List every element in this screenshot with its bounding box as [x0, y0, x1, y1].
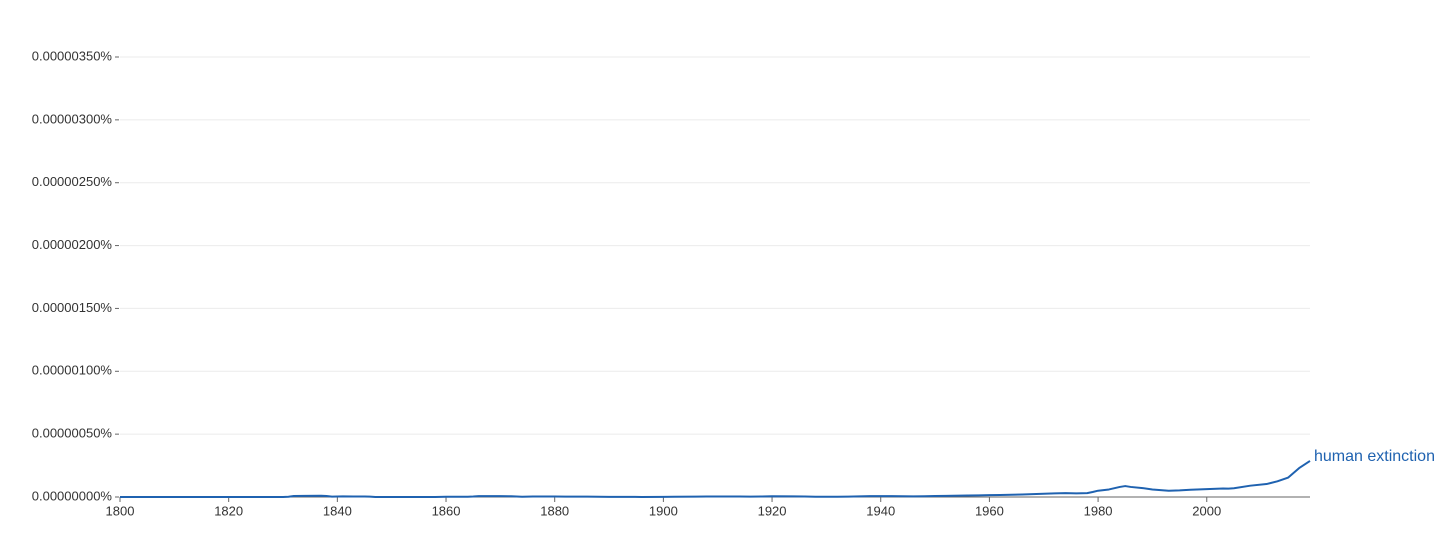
y-tick-label: 0.00000050%: [32, 426, 113, 441]
y-tick-label: 0.00000000%: [32, 488, 113, 503]
x-tick-label: 1900: [649, 503, 678, 518]
x-tick-label: 1880: [540, 503, 569, 518]
series-label: human extinction: [1314, 448, 1435, 465]
y-tick-label: 0.00000250%: [32, 174, 113, 189]
y-tick-label: 0.00000350%: [32, 48, 113, 63]
x-tick-label: 1960: [975, 503, 1004, 518]
x-tick-label: 1800: [106, 503, 135, 518]
y-tick-label: 0.00000100%: [32, 363, 113, 378]
series-line: [120, 460, 1311, 498]
y-tick-label: 0.00000300%: [32, 111, 113, 126]
y-tick-label: 0.00000150%: [32, 300, 113, 315]
y-tick-label: 0.00000200%: [32, 237, 113, 252]
x-tick-label: 1840: [323, 503, 352, 518]
x-tick-label: 1920: [758, 503, 787, 518]
x-tick-label: 1940: [866, 503, 895, 518]
x-tick-label: 1860: [432, 503, 461, 518]
x-tick-label: 1820: [214, 503, 243, 518]
x-tick-label: 1980: [1084, 503, 1113, 518]
x-tick-label: 2000: [1192, 503, 1221, 518]
